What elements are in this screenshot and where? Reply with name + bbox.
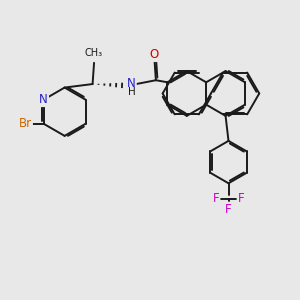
Text: F: F bbox=[213, 192, 220, 205]
Text: Br: Br bbox=[19, 117, 32, 130]
Text: F: F bbox=[238, 192, 244, 205]
Text: N: N bbox=[127, 77, 136, 90]
Text: F: F bbox=[225, 202, 232, 216]
Text: O: O bbox=[150, 48, 159, 61]
Text: CH₃: CH₃ bbox=[85, 47, 103, 58]
Text: H: H bbox=[128, 87, 135, 97]
Text: N: N bbox=[39, 93, 48, 106]
